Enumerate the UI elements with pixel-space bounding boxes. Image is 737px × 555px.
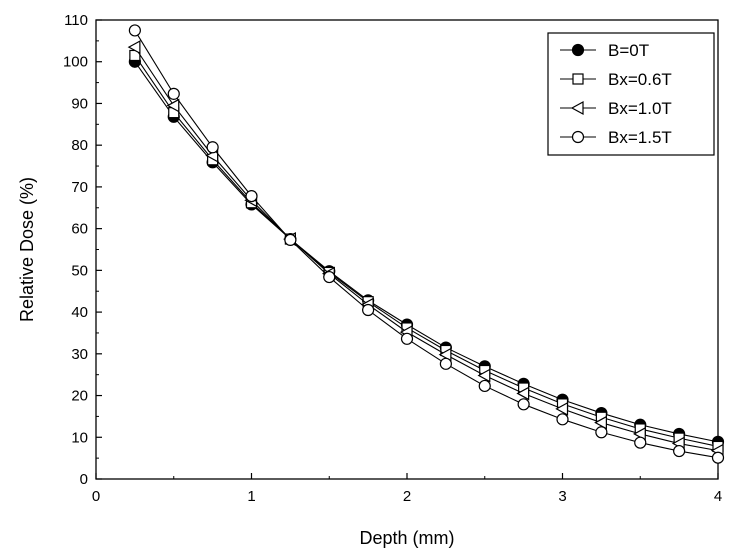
y-tick-label: 110 (64, 12, 88, 29)
series-4-point (284, 233, 297, 247)
series-3-point (555, 401, 569, 416)
series-4-point (673, 444, 686, 458)
legend-marker (570, 100, 584, 116)
series-4-point (128, 24, 141, 37)
series-4-point (556, 413, 569, 426)
series-4-point (167, 87, 180, 100)
series-4-point (245, 189, 258, 203)
y-tick-label: 100 (63, 54, 88, 71)
x-tick-label: 0 (92, 488, 100, 505)
series-4-point (595, 426, 608, 439)
series-3-point (127, 40, 141, 55)
legend-label: Bx=0.6T (608, 70, 672, 89)
y-tick-label: 50 (71, 262, 88, 279)
legend-label: Bx=1.5T (608, 128, 672, 147)
series-4-line (134, 30, 719, 459)
y-tick-label: 20 (71, 388, 88, 405)
series-4-point (711, 451, 725, 464)
series-4-point (517, 398, 530, 411)
series-4 (128, 24, 725, 464)
series-4-point (400, 332, 414, 345)
x-tick-label: 2 (403, 488, 411, 505)
y-tick-label: 80 (71, 137, 88, 154)
legend-marker (571, 130, 585, 144)
y-tick-label: 70 (71, 179, 88, 196)
legend: B=0T Bx=0.6T Bx=1.0T Bx=1.5T (547, 32, 715, 156)
legend-label: B=0T (608, 41, 649, 60)
series-2-line (134, 55, 719, 447)
series-4-point (634, 436, 647, 449)
x-axis-title: Depth (mm) (359, 528, 454, 548)
x-tick-label: 4 (714, 488, 722, 505)
legend-marker (571, 43, 585, 57)
series-1-line (134, 61, 719, 443)
y-tick-label: 30 (71, 346, 88, 363)
series-layer (127, 24, 725, 464)
y-axis-title: Relative Dose (%) (17, 177, 37, 322)
series-4-point (323, 270, 336, 284)
y-tick-label: 60 (71, 221, 88, 238)
series-3-point (438, 347, 452, 362)
x-tick-label: 1 (247, 488, 255, 505)
x-axis-ticks: 0 1 2 3 4 (92, 473, 722, 505)
series-3-point (594, 415, 607, 430)
y-tick-label: 90 (71, 95, 88, 112)
y-tick-label: 0 (80, 471, 88, 488)
y-axis-ticks: 0 10 20 30 40 50 60 70 80 90 100 110 (63, 12, 102, 488)
series-3-point (477, 368, 491, 383)
series-4-point (362, 303, 375, 317)
y-tick-label: 10 (71, 429, 88, 446)
series-3-point (166, 98, 180, 113)
series-4-point (478, 379, 491, 393)
series-3-line (134, 46, 719, 452)
legend-label: Bx=1.0T (608, 99, 672, 118)
y-tick-label: 40 (71, 304, 88, 321)
series-3-point (516, 386, 530, 401)
series-4-point (439, 357, 452, 370)
series-4-point (206, 141, 219, 154)
x-tick-label: 3 (558, 488, 566, 505)
legend-marker (572, 73, 584, 85)
